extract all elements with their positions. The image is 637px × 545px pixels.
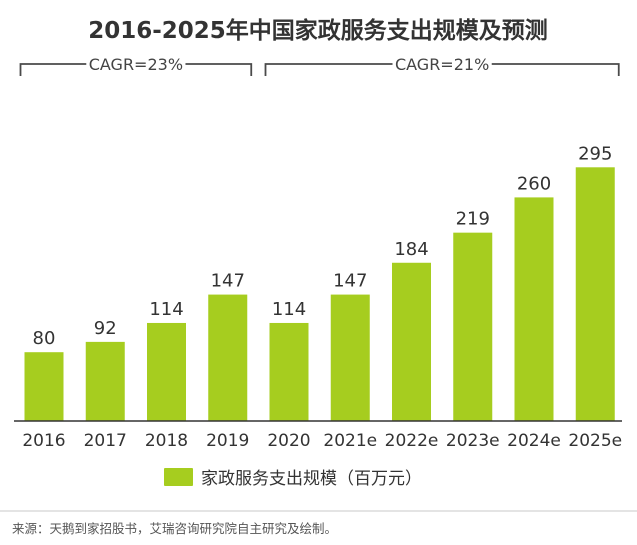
- value-label-2021e: 147: [333, 271, 367, 292]
- cagr-annotations: CAGR=23% CAGR=21%: [19, 55, 620, 76]
- x-tick-2020: 2020: [267, 431, 310, 451]
- bar-2017: [85, 341, 125, 421]
- bar-2021e: [330, 294, 370, 421]
- x-tick-2023e: 2023e: [446, 431, 500, 451]
- x-tick-2017: 2017: [84, 431, 127, 451]
- value-label-2023e: 219: [456, 209, 490, 230]
- value-label-2020: 114: [272, 299, 306, 320]
- bar-2016: [24, 352, 64, 421]
- value-label-2016: 80: [33, 328, 56, 349]
- x-tick-2018: 2018: [145, 431, 188, 451]
- x-tick-2022e: 2022e: [385, 431, 439, 451]
- value-label-2017: 92: [94, 318, 117, 339]
- value-labels-layer: 80 92 114 147 114 147 184 219 260 295: [33, 143, 613, 349]
- source-note: 来源：天鹅到家招股书，艾瑞咨询研究院自主研究及绘制。: [12, 521, 337, 536]
- bar-2020: [269, 322, 309, 421]
- value-label-2025e: 295: [578, 143, 612, 164]
- value-label-2024e: 260: [517, 173, 551, 194]
- bar-2019: [208, 294, 248, 421]
- legend-label: 家政服务支出规模（百万元）: [201, 469, 422, 489]
- bar-2024e: [514, 197, 554, 421]
- x-tick-2016: 2016: [22, 431, 65, 451]
- cagr-bracket-left-2: [264, 63, 393, 76]
- x-tick-2025e: 2025e: [568, 431, 622, 451]
- bars-layer: [24, 167, 615, 421]
- cagr-bracket-right-2: [491, 63, 620, 76]
- bar-2022e: [392, 262, 431, 421]
- chart-title: 2016-2025年中国家政服务支出规模及预测: [88, 17, 548, 44]
- bar-2018: [147, 322, 186, 421]
- value-label-2019: 147: [211, 271, 245, 292]
- x-tick-2019: 2019: [206, 431, 249, 451]
- legend: 家政服务支出规模（百万元）: [164, 468, 422, 489]
- value-label-2022e: 184: [394, 239, 428, 260]
- x-axis-ticks: 2016 2017 2018 2019 2020 2021e 2022e 2023e 2024e…: [22, 431, 622, 451]
- cagr-bracket-right-1: [185, 63, 253, 76]
- x-tick-2021e: 2021e: [323, 431, 377, 451]
- x-tick-2024e: 2024e: [507, 431, 561, 451]
- cagr-label-2: CAGR=21%: [395, 55, 489, 74]
- value-label-2018: 114: [149, 299, 183, 320]
- legend-swatch: [164, 468, 193, 486]
- bar-2025e: [575, 167, 615, 421]
- cagr-label-1: CAGR=23%: [89, 55, 183, 74]
- bar-2023e: [453, 232, 493, 421]
- cagr-bracket-left-1: [19, 63, 87, 76]
